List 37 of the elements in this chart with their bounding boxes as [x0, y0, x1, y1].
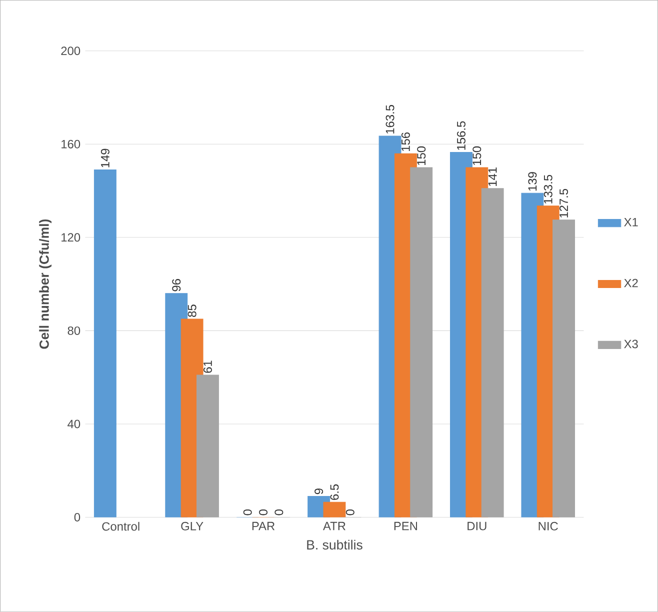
x-tick-label: ATR [322, 522, 346, 530]
data-label: 9 [314, 488, 324, 494]
legend-label: X2 [624, 278, 638, 288]
data-label: 85 [188, 304, 196, 317]
data-label: 163.5 [386, 105, 394, 134]
data-label: 61 [203, 360, 212, 373]
y-tick-label: 0 [74, 513, 80, 522]
data-label: 0 [346, 510, 354, 516]
data-label: 150 [417, 146, 426, 165]
legend-label: X3 [624, 340, 638, 348]
data-label: 96 [172, 279, 181, 292]
data-label: 0 [243, 510, 252, 516]
data-label: 141 [488, 168, 497, 186]
y-axis-title: Cell number (Cfu/ml) [39, 219, 52, 349]
data-label: 0 [259, 510, 268, 516]
y-tick-label: 160 [62, 140, 80, 148]
data-label: 0 [274, 510, 284, 516]
x-tick-label: Control [102, 522, 140, 531]
data-label: 156.5 [456, 121, 466, 150]
y-tick-label: 200 [61, 46, 80, 56]
data-label: 127.5 [560, 188, 568, 218]
data-label: 6.5 [330, 484, 339, 500]
x-tick-label: GLY [181, 522, 204, 530]
x-tick-label: NIC [538, 522, 558, 530]
y-tick-label: 80 [68, 326, 80, 335]
y-tick-label: 120 [62, 233, 80, 242]
data-label: 156 [401, 132, 410, 151]
x-tick-label: DIU [468, 522, 486, 530]
data-label: 139 [528, 172, 537, 191]
legend-label: X1 [624, 218, 638, 226]
y-tick-label: 40 [68, 420, 80, 428]
x-tick-label: PEN [394, 522, 417, 530]
data-label: 133.5 [544, 174, 552, 204]
data-label: 149 [100, 148, 110, 168]
x-tick-label: PAR [252, 522, 275, 530]
data-label: 150 [472, 146, 482, 165]
x-axis-title: B. subtilis [307, 540, 362, 550]
